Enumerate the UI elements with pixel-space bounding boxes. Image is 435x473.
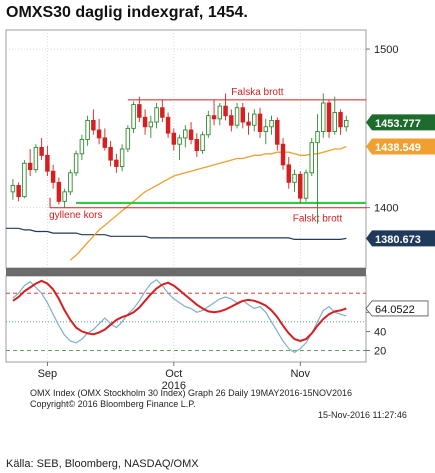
candle-body (148, 121, 154, 128)
candle-body (62, 191, 67, 202)
candle-body (183, 129, 188, 139)
candle-body (131, 104, 136, 129)
oscillator-panel-frame (5, 275, 367, 363)
x-tick-label: Oct (165, 368, 182, 380)
chart-title: OMXS30 daglig indexgraf, 1454. (6, 4, 248, 21)
resistance-label: Falska brott (231, 87, 283, 98)
short-ma-tag-label: 1438.549 (375, 142, 421, 154)
candle-body (332, 112, 337, 132)
golden-cross-label: gyllene kors (49, 210, 102, 221)
candle-body (56, 181, 62, 202)
candle-body (96, 129, 102, 139)
candle-body (33, 146, 39, 171)
candle-body (303, 172, 309, 199)
candle-body (338, 112, 343, 128)
candle-body (240, 107, 246, 123)
panel-divider (6, 268, 366, 276)
candle-body (50, 170, 56, 183)
candle-body (188, 129, 194, 140)
osc-slow-line (12, 279, 347, 354)
footer-copyright: Copyright© 2016 Bloomberg Finance L.P. (30, 399, 196, 409)
candle-body (22, 162, 27, 198)
candle-body (269, 119, 274, 128)
candle-body (280, 143, 286, 166)
candle-body (79, 139, 85, 155)
y-tick-label: 1500 (374, 44, 398, 56)
candle-body (326, 102, 332, 132)
x-tick-label: Nov (290, 368, 310, 380)
candle-body (211, 115, 217, 120)
candle-body (315, 131, 320, 144)
candle-body (102, 137, 108, 148)
y-tick-label: 1400 (374, 203, 398, 215)
long-ma-tag-label: 1380.673 (375, 234, 421, 246)
candle-body (68, 172, 73, 193)
candle-body (142, 116, 148, 128)
candle-body (200, 134, 205, 152)
footer-timestamp: 15-Nov-2016 11:27:46 (318, 410, 407, 420)
x-year-label: 2016 (162, 380, 186, 392)
candle-body (292, 173, 297, 183)
candle-body (223, 105, 228, 117)
candle-body (298, 173, 303, 199)
candle-body (108, 146, 113, 161)
candle-body (45, 154, 50, 172)
candle-body (91, 119, 96, 131)
candle-body (252, 113, 257, 126)
candle-body (160, 107, 165, 118)
candle-body (229, 115, 234, 126)
candle-body (165, 116, 171, 134)
candle-body (309, 142, 314, 174)
long-moving-average-line (6, 227, 347, 240)
candle-body (125, 127, 131, 150)
candle-body (177, 137, 182, 145)
candle-body (194, 139, 200, 152)
main-panel-frame (5, 29, 367, 269)
short-moving-average-line (69, 145, 347, 261)
candle-body (39, 146, 44, 156)
last-price-tag-box (366, 114, 435, 131)
osc-y-tick-label: 20 (374, 346, 386, 358)
candle-body (344, 119, 349, 128)
candle-body (206, 115, 211, 136)
short-ma-tag-box (366, 138, 435, 155)
long-ma-tag-box (366, 230, 435, 247)
candle-body (321, 102, 326, 132)
footer-index-line: OMX Index (OMX Stockholm 30 Index) Graph… (30, 388, 352, 398)
candle-body (154, 107, 159, 123)
candle-body (85, 119, 90, 140)
last-price-tag-label: 1453.777 (375, 118, 421, 130)
osc-value-tag-box (365, 300, 429, 317)
x-tick-label: Sep (38, 368, 58, 380)
candle-body (16, 185, 21, 198)
candle-body (171, 132, 177, 145)
candle-body (10, 185, 16, 193)
candle-body (119, 148, 125, 167)
candle-body (27, 162, 33, 171)
candle-body (137, 104, 142, 118)
candle-body (73, 153, 79, 174)
osc-value-tag-label: 64.0522 (375, 304, 415, 316)
candle-body (114, 159, 119, 167)
osc-fast-line (12, 279, 347, 343)
candle-body (217, 105, 223, 120)
candle-body (246, 121, 251, 126)
candle-body (234, 107, 240, 126)
source-credit: Källa: SEB, Bloomberg, NASDAQ/OMX (6, 458, 199, 470)
candle-body (286, 164, 292, 183)
candle-body (275, 119, 280, 145)
candle-body (257, 113, 263, 132)
osc-y-tick-label: 40 (374, 326, 386, 338)
candle-body (263, 126, 269, 132)
